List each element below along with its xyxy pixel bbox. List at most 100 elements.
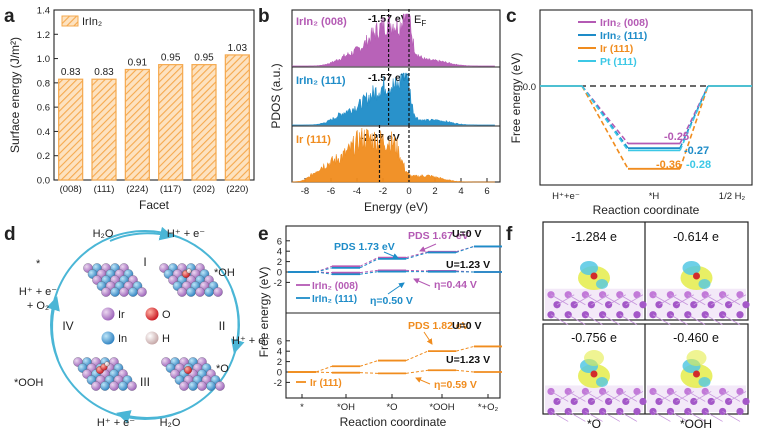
panel-f-slab-bond: [705, 314, 723, 326]
panel-f-adsorbate-o: [693, 370, 700, 378]
panel-f-slab-bond: [556, 294, 575, 306]
panel-f-charge-lobe-upper: [584, 350, 604, 366]
panel-f-slab-bond: [711, 294, 729, 306]
panel-f-charge-lobe-cyan-2: [596, 377, 608, 387]
panel-f-xlabel-2: *OOH: [680, 417, 712, 431]
panel-f-adsorbate-o: [693, 272, 700, 280]
panel-d-slab-atom: [101, 287, 111, 297]
panel-b-xtick-label: 6: [484, 186, 489, 197]
panel-c-legend-label: IrIn₂ (008): [600, 17, 648, 29]
panel-d-slab-atom: [119, 287, 129, 297]
panel-e-connector: [405, 369, 429, 374]
panel-f-slab-bond: [687, 314, 706, 326]
panel-e-connector: [359, 257, 379, 267]
panel-c-connector: [581, 85, 629, 170]
panel-d-legend-in-atom: [101, 331, 115, 345]
panel-f-adsorbate-o: [590, 272, 598, 280]
panel-f-charge-lobe-cyan-2: [698, 279, 711, 289]
panel-a-ytick-label: 0.8: [37, 78, 50, 89]
panel-f-slab-atom: [736, 407, 744, 416]
panel-d-slab-atom: [206, 381, 216, 391]
panel-a-bar-value: 1.03: [228, 43, 248, 54]
panel-e-arrow-pds-ir: [423, 331, 433, 345]
panel-e-eta-111: η=0.50 V: [370, 295, 413, 307]
panel-d-slab: [161, 357, 225, 391]
panel-e-xtick-label: *+O₂: [478, 402, 499, 413]
panel-b-fermi-label: EF: [414, 14, 426, 28]
panel-f-charge-2: -0.614 e: [673, 230, 719, 244]
panel-e-ytick-label: 0: [277, 368, 282, 379]
panel-c-xlabel: Reaction coordinate: [593, 203, 700, 217]
panel-b-xlabel: Energy (eV): [364, 200, 428, 214]
panel-b-pdos-area-3: [291, 127, 495, 183]
panel-f-letter: f: [506, 224, 513, 245]
panel-d-legend-ir: Ir: [118, 309, 125, 321]
panel-e-u0-upper: U=0 V: [452, 228, 481, 240]
panel-c-ytick-label: 0.0: [523, 82, 536, 93]
panel-b-xtick-label: -8: [301, 186, 309, 197]
panel-d-slab-atom: [215, 381, 225, 391]
panel-f-slab-bond: [550, 294, 569, 306]
panel-d-step-1: I: [143, 255, 146, 269]
panel-f-slab-bond: [652, 411, 671, 422]
panel-d-intermediate-4: *OOH: [14, 377, 43, 389]
panel-e-connector: [359, 271, 379, 275]
panel-e-xtick-label: *: [300, 402, 304, 413]
panel-f-slab-bond: [658, 391, 677, 402]
panel-d-adsorbate-atom: [184, 366, 192, 374]
panel-e-connector: [315, 365, 333, 373]
panel-f-charge-3: -0.756 e: [571, 331, 617, 345]
panel-d-slab-atom: [177, 287, 187, 297]
panel-e-connector: [315, 371, 333, 374]
panel-e-ytick-label: 0: [277, 268, 282, 279]
panel-f-slab-bond: [573, 391, 592, 402]
panel-c-frame: [539, 9, 753, 186]
panel-d-slab-atom: [186, 287, 196, 297]
panel-d-slab-atom: [100, 381, 110, 391]
panel-b-xtick-label: 0: [406, 186, 411, 197]
panel-c-letter: c: [506, 6, 517, 27]
panel-e-ytick-label: 6: [277, 236, 282, 247]
panel-a-xtick-label: (117): [160, 184, 181, 195]
panel-f-slab-atom: [633, 387, 641, 396]
panel-c-connector: [679, 85, 709, 144]
panel-f-slab-bond: [619, 411, 638, 422]
panel-d-slab-atom: [179, 381, 189, 391]
panel-f-slab-bond: [550, 314, 569, 326]
panel-d-intermediate-2: *OH: [214, 267, 235, 279]
panel-c-xtick-label: H⁺+e⁻: [552, 191, 580, 202]
panel-e-connector: [405, 269, 429, 272]
panel-b-pdos-area-1: [292, 13, 495, 67]
panel-e-connector: [359, 360, 379, 367]
panel-e-u123-lower: U=1.23 V: [446, 354, 490, 366]
panel-f-slab-bond: [722, 411, 741, 422]
panel-d-adsorbate-atom: [104, 361, 110, 367]
panel-a-bar-value: 0.83: [94, 67, 114, 78]
panel-d-reagent-tl: H₂O: [93, 228, 114, 240]
panel-d-slab: [73, 357, 137, 391]
panel-f-slab-bond: [550, 411, 569, 422]
panel-d-slab-atom: [197, 381, 207, 391]
panel-e-xtick-label: *OOH: [429, 402, 454, 413]
panel-b-xtick-label: -6: [327, 186, 335, 197]
panel-e-eta-ir: η=0.59 V: [434, 379, 477, 391]
panel-b-series-label-2: IrIn₂ (111): [296, 75, 346, 87]
panel-e-u123-upper: U=1.23 V: [446, 259, 490, 271]
panel-e-eta-008: η=0.44 V: [434, 279, 477, 291]
panel-c-connector: [679, 85, 709, 151]
panel-f-slab-bond: [711, 391, 729, 402]
panel-a-ytick-label: 0.0: [37, 176, 50, 187]
panel-d-adsorbate-atom: [186, 268, 192, 274]
panel-b-xtick-label: 4: [458, 186, 463, 197]
panel-b-pdos-area-2: [292, 72, 495, 126]
panel-d-slab-atom: [204, 287, 214, 297]
panel-f-slab-atom: [736, 291, 744, 299]
panel-f-slab-bond: [608, 391, 627, 402]
panel-b-letter: b: [258, 6, 270, 27]
panel-d-slab-atom: [91, 381, 101, 391]
panel-e-xtick-label: *O: [386, 402, 397, 413]
panel-f-slab-bond: [728, 294, 747, 306]
panel-d-slab-atom: [128, 287, 138, 297]
panel-f-slab-atom: [639, 301, 647, 309]
